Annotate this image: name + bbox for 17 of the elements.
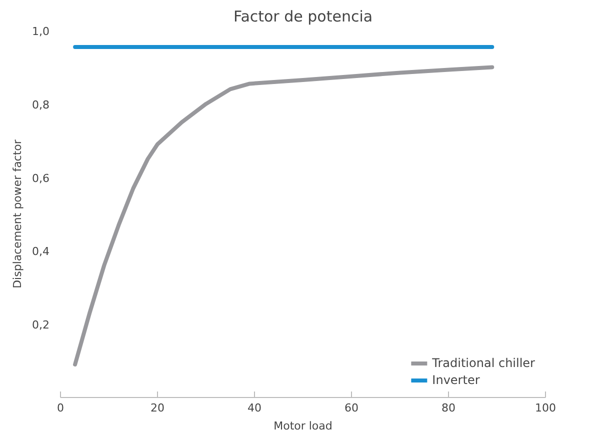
y-tick-label: 1,0 bbox=[32, 25, 50, 38]
legend-label: Inverter bbox=[432, 373, 480, 387]
legend-label: Traditional chiller bbox=[432, 356, 535, 370]
chart-title: Factor de potencia bbox=[233, 8, 373, 26]
x-tick-label: 0 bbox=[57, 402, 64, 414]
x-tick-label: 80 bbox=[442, 402, 456, 414]
x-tick-label: 60 bbox=[344, 402, 358, 414]
y-tick-label: 0,6 bbox=[32, 172, 50, 185]
x-tick-label: 100 bbox=[535, 402, 556, 414]
x-axis-title: Motor load bbox=[274, 420, 332, 432]
y-tick-label: 0,4 bbox=[32, 245, 50, 258]
y-tick-label: 0,8 bbox=[32, 98, 50, 112]
line-series bbox=[73, 65, 494, 366]
x-tick-label: 40 bbox=[248, 402, 262, 414]
y-axis-title: Displacement power factor bbox=[11, 139, 24, 288]
y-tick-label: 0,2 bbox=[32, 318, 50, 332]
x-tick-label: 20 bbox=[150, 402, 164, 414]
